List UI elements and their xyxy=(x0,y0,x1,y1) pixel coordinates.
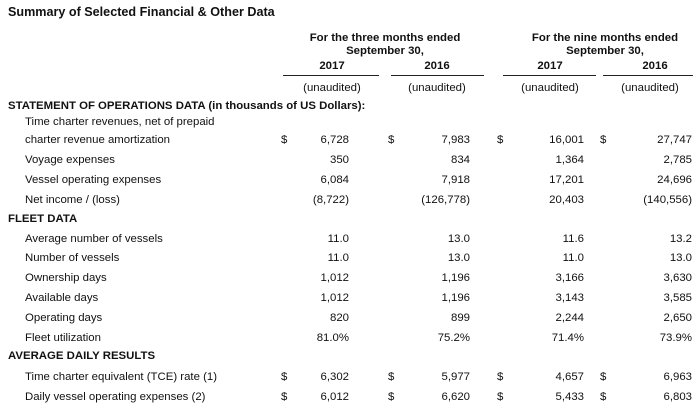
row-label: Voyage expenses xyxy=(25,154,115,166)
currency-symbol: $ xyxy=(281,371,288,383)
table-cell-value: 27,747 xyxy=(657,134,692,146)
year-underline xyxy=(283,75,379,76)
row-label: Available days xyxy=(25,292,99,304)
table-cell-value: 834 xyxy=(450,154,470,166)
unaudited-label: (unaudited) xyxy=(408,82,466,94)
table-cell-value: (126,778) xyxy=(421,194,470,206)
table-cell-value: 75.2% xyxy=(437,332,470,344)
row-label: Vessel operating expenses xyxy=(25,174,162,186)
section-average-daily-results: AVERAGE DAILY RESULTS xyxy=(8,350,156,362)
row-label: Net income / (loss) xyxy=(25,194,120,206)
table-cell-value: 6,728 xyxy=(320,134,349,146)
row-label: Time charter revenues, net of prepaid xyxy=(25,116,215,128)
year-header-9m-2017: 2017 xyxy=(537,60,563,72)
year-underline xyxy=(603,75,693,76)
table-cell-value: 17,201 xyxy=(549,174,584,186)
table-cell-value: 11.0 xyxy=(327,233,349,245)
year-header-q-2016: 2016 xyxy=(424,60,450,72)
period-header-nine-months-line1: For the nine months ended xyxy=(531,32,679,44)
row-label: Fleet utilization xyxy=(25,332,101,344)
table-cell-value: 2,650 xyxy=(663,312,692,324)
table-cell-value: 3,585 xyxy=(663,292,692,304)
row-label: Time charter equivalent (TCE) rate (1) xyxy=(25,371,218,383)
page-title: Summary of Selected Financial & Other Da… xyxy=(8,5,275,19)
unaudited-label: (unaudited) xyxy=(621,82,679,94)
table-cell-value: 3,630 xyxy=(663,272,692,284)
table-cell-value: 6,803 xyxy=(663,391,692,403)
table-cell-value: 13.0 xyxy=(447,233,470,245)
section-operations: STATEMENT OF OPERATIONS DATA (in thousan… xyxy=(8,100,366,112)
table-cell-value: 6,084 xyxy=(320,174,349,186)
table-cell-value: 13.2 xyxy=(669,233,692,245)
table-cell-value: 1,012 xyxy=(320,272,349,284)
row-label: Ownership days xyxy=(25,272,107,284)
year-header-9m-2016: 2016 xyxy=(642,60,668,72)
table-cell-value: 3,143 xyxy=(555,292,584,304)
table-cell-value: 899 xyxy=(450,312,470,324)
table-cell-value: (140,556) xyxy=(643,194,692,206)
unaudited-label: (unaudited) xyxy=(521,82,579,94)
currency-symbol: $ xyxy=(281,134,288,146)
table-cell-value: 6,963 xyxy=(663,371,692,383)
table-cell-value: 16,001 xyxy=(549,134,584,146)
currency-symbol: $ xyxy=(388,391,395,403)
period-header-three-months-line1: For the three months ended xyxy=(309,32,461,44)
table-cell-value: 81.0% xyxy=(316,332,349,344)
unaudited-label: (unaudited) xyxy=(303,82,361,94)
currency-symbol: $ xyxy=(600,391,607,403)
currency-symbol: $ xyxy=(600,134,607,146)
table-cell-value: 20,403 xyxy=(549,194,584,206)
table-cell-value: 5,977 xyxy=(441,371,470,383)
row-label: charter revenue amortization xyxy=(25,134,170,146)
table-cell-value: 1,196 xyxy=(441,292,470,304)
table-cell-value: 13.0 xyxy=(669,252,692,264)
currency-symbol: $ xyxy=(600,371,607,383)
table-cell-value: 11.0 xyxy=(327,252,349,264)
period-header-nine-months-line2: September 30, xyxy=(566,45,644,57)
table-cell-value: 6,620 xyxy=(441,391,470,403)
currency-symbol: $ xyxy=(388,371,395,383)
table-cell-value: 350 xyxy=(329,154,349,166)
table-cell-value: 13.0 xyxy=(447,252,470,264)
table-cell-value: 24,696 xyxy=(657,174,692,186)
table-cell-value: 6,302 xyxy=(320,371,349,383)
table-cell-value: 1,012 xyxy=(320,292,349,304)
year-underline xyxy=(391,75,484,76)
table-cell-value: 7,983 xyxy=(441,134,470,146)
currency-symbol: $ xyxy=(281,391,288,403)
currency-symbol: $ xyxy=(497,391,504,403)
table-cell-value: 820 xyxy=(329,312,349,324)
table-cell-value: 11.0 xyxy=(562,252,584,264)
row-label: Number of vessels xyxy=(25,252,120,264)
currency-symbol: $ xyxy=(497,371,504,383)
table-cell-value: 71.4% xyxy=(551,332,584,344)
table-cell-value: 7,918 xyxy=(441,174,470,186)
table-cell-value: 1,196 xyxy=(441,272,470,284)
year-underline xyxy=(503,75,596,76)
year-header-q-2017: 2017 xyxy=(319,60,345,72)
row-label: Daily vessel operating expenses (2) xyxy=(25,391,206,403)
table-cell-value: 2,244 xyxy=(555,312,584,324)
table-cell-value: 1,364 xyxy=(555,154,584,166)
currency-symbol: $ xyxy=(388,134,395,146)
table-cell-value: (8,722) xyxy=(312,194,349,206)
section-fleet-data: FLEET DATA xyxy=(8,213,78,225)
row-label: Average number of vessels xyxy=(25,233,163,245)
currency-symbol: $ xyxy=(497,134,504,146)
table-cell-value: 6,012 xyxy=(320,391,349,403)
table-cell-value: 73.9% xyxy=(659,332,692,344)
period-header-three-months-line2: September 30, xyxy=(346,45,424,57)
table-cell-value: 2,785 xyxy=(663,154,692,166)
table-cell-value: 11.6 xyxy=(562,233,584,245)
table-cell-value: 3,166 xyxy=(555,272,584,284)
row-label: Operating days xyxy=(25,312,103,324)
table-cell-value: 4,657 xyxy=(555,371,584,383)
table-cell-value: 5,433 xyxy=(555,391,584,403)
